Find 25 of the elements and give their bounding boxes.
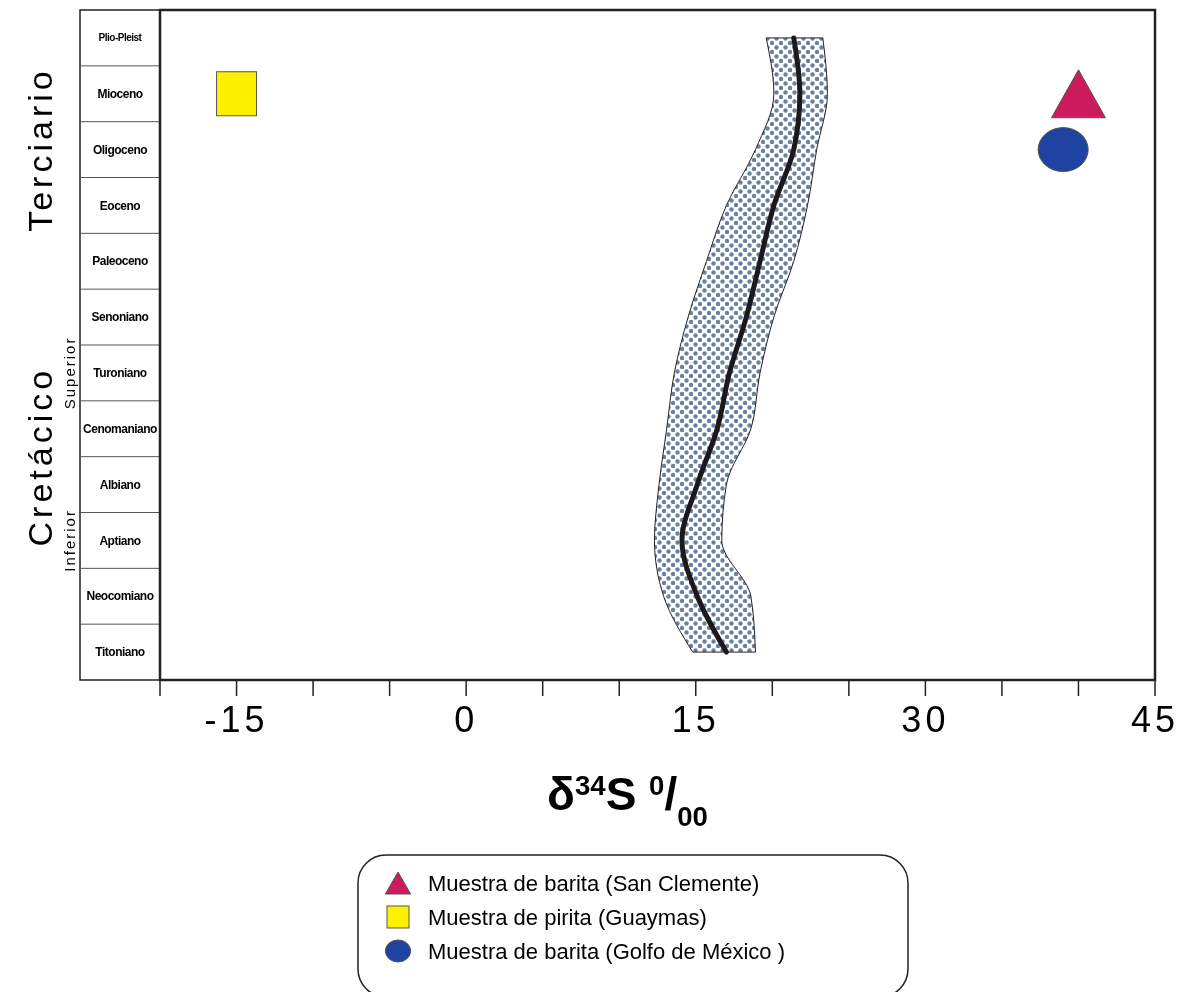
y-tick-label: Oligoceno [92,142,148,157]
legend-label: Muestra de barita (San Clemente) [428,870,760,896]
y-tick-label: Titoniano [95,645,145,660]
x-tick-label: 15 [671,699,720,740]
y-tick-label: Cenomaniano [83,421,158,436]
y-tick-label: Paleoceno [92,254,148,269]
y-tick-label: Neocomiano [86,589,154,604]
y-tick-label: Turoniano [93,366,147,381]
y-tick-label: Mioceno [97,86,143,101]
y-tick-label: Aptiano [99,533,141,548]
text: Cretácico [20,366,59,547]
y-tick-label: Eoceno [99,198,141,213]
x-tick-label: 0 [454,699,479,740]
y-tick-label: Plio-Pleist [98,32,143,44]
x-tick-label: -15 [204,699,269,740]
legend-label: Muestra de pirita (Guaymas) [428,904,707,930]
legend-label: Muestra de barita (Golfo de México ) [428,938,786,964]
x-tick-label: 30 [901,699,950,740]
text: Superior [61,336,79,410]
text: Terciario [20,67,59,232]
y-tick-label: Albiano [99,477,141,492]
y-tick-label: Senoniano [91,310,149,325]
x-axis-title: δ$^{34}$S $^{0}$/$_{00}$ [547,768,708,832]
x-tick-label: 45 [1130,699,1180,740]
text: Inferior [61,509,79,572]
